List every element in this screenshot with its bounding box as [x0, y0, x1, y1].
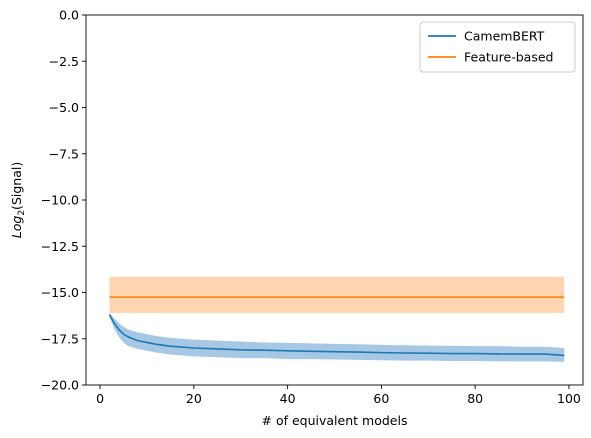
y-tick-label: −15.0 — [41, 285, 79, 300]
y-axis-label-subscript: 2 — [17, 210, 27, 216]
uncertainty-bands — [109, 276, 565, 362]
y-axis-label: Log2(Signal) — [9, 162, 27, 238]
y-tick-label: −20.0 — [41, 378, 79, 393]
x-axis-label: # of equivalent models — [262, 413, 408, 428]
legend-box — [419, 21, 576, 73]
legend: CamemBERT Feature-based — [419, 21, 576, 73]
feature-based-band — [109, 276, 565, 313]
y-axis-label-main: Log — [9, 216, 24, 239]
x-tick-label: 80 — [467, 391, 483, 406]
y-tick-label: −17.5 — [41, 331, 79, 346]
legend-label-feature-based: Feature-based — [464, 50, 553, 65]
x-tick-label: 20 — [186, 391, 202, 406]
y-axis-label-rest: (Signal) — [9, 162, 24, 210]
legend-label-camembert: CamemBERT — [464, 29, 545, 44]
y-tick-label: 0.0 — [59, 8, 79, 23]
x-tick-label: 40 — [280, 391, 296, 406]
y-axis-ticks: 0.0 −2.5 −5.0 −7.5 −10.0 −12.5 −15.0 −17.5 −20.0 — [41, 8, 86, 393]
y-tick-label: −7.5 — [49, 146, 79, 161]
y-tick-label: −5.0 — [49, 100, 79, 115]
x-tick-label: 0 — [96, 391, 104, 406]
y-tick-label: −12.5 — [41, 239, 79, 254]
x-tick-label: 100 — [557, 391, 581, 406]
y-tick-label: −10.0 — [41, 193, 79, 208]
camembert-line — [108, 314, 565, 357]
x-axis-ticks: 0 20 40 60 80 100 — [96, 385, 581, 406]
x-tick-label: 60 — [373, 391, 389, 406]
y-tick-label: −2.5 — [49, 54, 79, 69]
series-lines — [108, 296, 565, 357]
